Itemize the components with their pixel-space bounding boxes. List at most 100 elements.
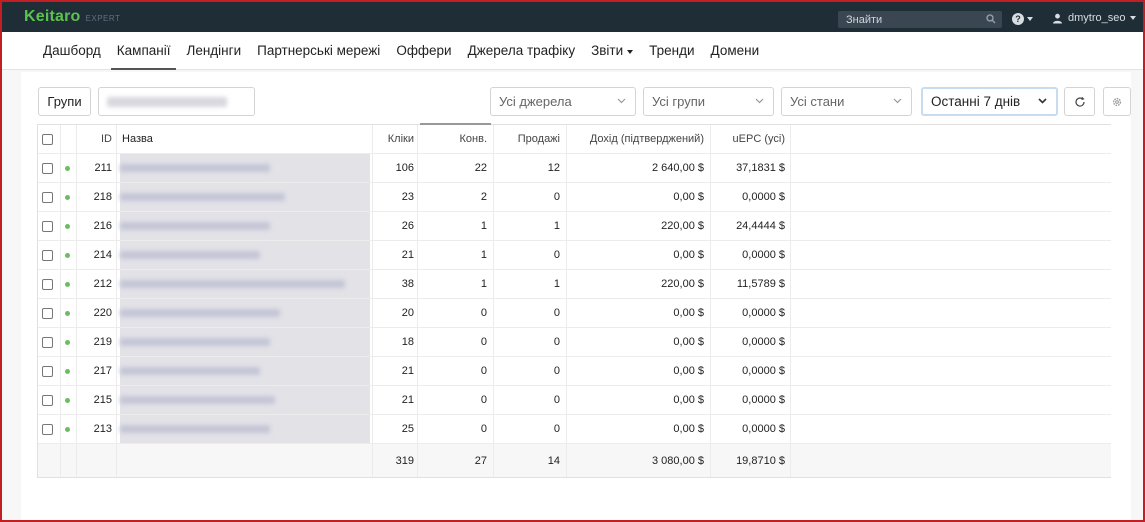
nav-dashboard[interactable]: Дашборд	[43, 43, 101, 58]
refresh-button[interactable]	[1064, 87, 1095, 116]
groups-select[interactable]: Усі групи	[643, 87, 774, 116]
cell-id: 211	[94, 162, 112, 174]
cell-clicks: 20	[401, 307, 414, 319]
help-menu[interactable]: ?	[1012, 13, 1033, 25]
header-name[interactable]: Назва	[122, 133, 153, 145]
total-conversions: 27	[474, 454, 487, 467]
row-checkbox[interactable]	[42, 249, 53, 261]
row-checkbox[interactable]	[42, 278, 53, 290]
blurred-filter-text	[107, 96, 227, 107]
column-divider	[116, 125, 117, 477]
cell-conversions: 2	[480, 191, 487, 203]
campaign-name-redacted[interactable]	[120, 415, 370, 443]
cell-revenue: 0,00 $	[673, 336, 704, 348]
nav-landings[interactable]: Лендінги	[186, 43, 242, 58]
sources-select[interactable]: Усі джерела	[490, 87, 636, 116]
status-active-dot	[65, 252, 70, 258]
cell-id: 218	[93, 191, 112, 203]
user-icon	[1053, 13, 1062, 23]
campaign-name-redacted[interactable]	[120, 154, 370, 182]
table-row[interactable]: 211 106 22 12 2 640,00 $ 37,1831 $	[38, 154, 1111, 183]
search-icon[interactable]	[986, 14, 996, 24]
nav-domains[interactable]: Домени	[710, 43, 760, 58]
blurred-name-text	[120, 280, 345, 288]
cell-epc: 0,0000 $	[742, 365, 785, 377]
cell-clicks: 106	[395, 162, 414, 174]
column-divider	[790, 125, 791, 477]
chevron-down-icon	[755, 98, 764, 104]
campaign-name-redacted[interactable]	[120, 299, 370, 327]
row-checkbox[interactable]	[42, 423, 53, 435]
cell-sales: 0	[553, 365, 560, 377]
cell-conversions: 0	[480, 307, 487, 319]
cell-revenue: 0,00 $	[673, 307, 704, 319]
campaign-name-redacted[interactable]	[120, 212, 370, 240]
states-select[interactable]: Усі стани	[781, 87, 912, 116]
blurred-name-text	[120, 425, 270, 433]
nav-affiliate-networks[interactable]: Партнерські мережі	[257, 43, 381, 58]
table-row[interactable]: 220 20 0 0 0,00 $ 0,0000 $	[38, 299, 1111, 328]
settings-button[interactable]	[1103, 87, 1131, 116]
header-sales[interactable]: Продажі	[517, 133, 560, 145]
select-all-checkbox[interactable]	[42, 133, 53, 145]
edition-label: EXPERT	[85, 14, 121, 23]
row-checkbox[interactable]	[42, 191, 53, 203]
chevron-down-icon	[617, 98, 626, 104]
logo[interactable]: Keitaro EXPERT	[24, 8, 120, 26]
nav-campaigns[interactable]: Кампанії	[110, 32, 177, 70]
header-id[interactable]: ID	[101, 133, 112, 145]
cell-sales: 1	[553, 220, 560, 232]
row-checkbox[interactable]	[42, 162, 53, 174]
period-select-value: Останні 7 днів	[931, 94, 1021, 109]
cell-clicks: 18	[401, 336, 414, 348]
cell-clicks: 21	[401, 365, 414, 377]
period-select[interactable]: Останні 7 днів	[921, 87, 1058, 116]
header-conversions[interactable]: Конв.	[459, 133, 488, 145]
search-input[interactable]	[838, 13, 978, 26]
nav-traffic-sources[interactable]: Джерела трафіку	[467, 43, 576, 58]
cell-revenue: 220,00 $	[661, 278, 704, 290]
groups-button[interactable]: Групи	[38, 87, 91, 116]
table-row[interactable]: 212 38 1 1 220,00 $ 11,5789 $	[38, 270, 1111, 299]
status-active-dot	[65, 426, 70, 432]
table-row[interactable]: 219 18 0 0 0,00 $ 0,0000 $	[38, 328, 1111, 357]
table-row[interactable]: 213 25 0 0 0,00 $ 0,0000 $	[38, 415, 1111, 444]
campaign-name-redacted[interactable]	[120, 328, 370, 356]
groups-select-value: Усі групи	[652, 94, 706, 109]
table-row[interactable]: 215 21 0 0 0,00 $ 0,0000 $	[38, 386, 1111, 415]
cell-epc: 0,0000 $	[742, 307, 785, 319]
row-checkbox[interactable]	[42, 307, 53, 319]
status-active-dot	[65, 165, 70, 171]
cell-conversions: 1	[480, 278, 487, 290]
cell-epc: 0,0000 $	[742, 336, 785, 348]
nav-offers[interactable]: Оффери	[396, 43, 452, 58]
table-row[interactable]: 214 21 1 0 0,00 $ 0,0000 $	[38, 241, 1111, 270]
filter-input[interactable]	[98, 87, 255, 116]
cell-revenue: 2 640,00 $	[652, 162, 704, 174]
chevron-down-icon	[1130, 16, 1137, 20]
table-row[interactable]: 216 26 1 1 220,00 $ 24,4444 $	[38, 212, 1111, 241]
cell-sales: 0	[553, 307, 560, 319]
campaign-name-redacted[interactable]	[120, 241, 370, 269]
campaign-name-redacted[interactable]	[120, 386, 370, 414]
row-checkbox[interactable]	[42, 365, 53, 377]
header-epc[interactable]: uEPC (усі)	[732, 133, 785, 145]
cell-id: 212	[93, 278, 112, 290]
header-clicks[interactable]: Кліки	[387, 133, 414, 145]
table-row[interactable]: 218 23 2 0 0,00 $ 0,0000 $	[38, 183, 1111, 212]
campaign-name-redacted[interactable]	[120, 183, 370, 211]
header-revenue[interactable]: Дохід (підтверджений)	[589, 133, 704, 145]
user-menu[interactable]: dmytro_seo	[1052, 12, 1137, 24]
cell-epc: 0,0000 $	[742, 423, 785, 435]
sources-select-value: Усі джерела	[499, 94, 572, 109]
campaign-name-redacted[interactable]	[120, 357, 370, 385]
nav-reports[interactable]: Звіти	[591, 32, 634, 70]
campaign-name-redacted[interactable]	[120, 270, 370, 298]
row-checkbox[interactable]	[42, 220, 53, 232]
nav-reports-label: Звіти	[591, 43, 624, 58]
nav-trends[interactable]: Тренди	[649, 43, 695, 58]
cell-revenue: 0,00 $	[673, 191, 704, 203]
row-checkbox[interactable]	[42, 336, 53, 348]
row-checkbox[interactable]	[42, 394, 53, 406]
table-row[interactable]: 217 21 0 0 0,00 $ 0,0000 $	[38, 357, 1111, 386]
